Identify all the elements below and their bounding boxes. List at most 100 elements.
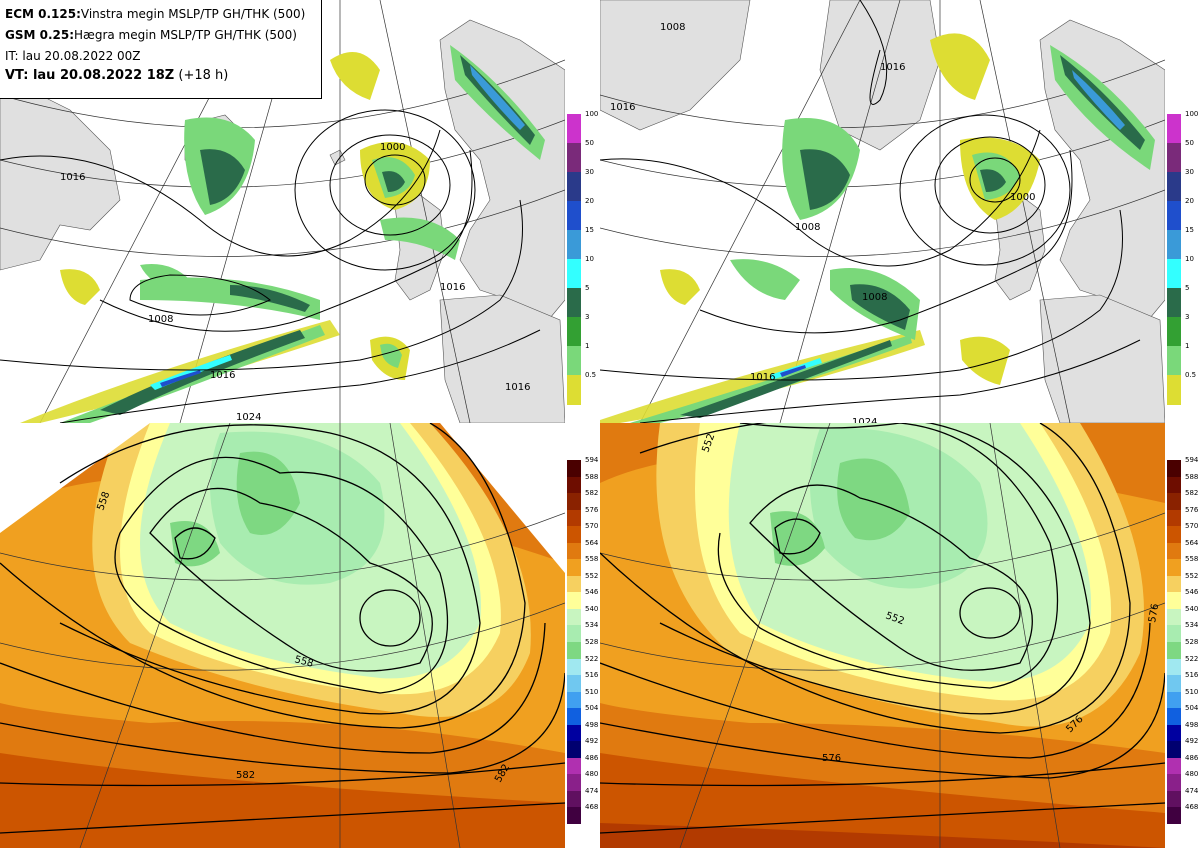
colorbar-segment	[1167, 114, 1181, 144]
colorbar-segment	[1167, 642, 1181, 660]
colorbar-label: 540	[1185, 604, 1199, 613]
colorbar-segment	[567, 288, 581, 318]
colorbar-label: 534	[585, 621, 599, 630]
land-canada	[600, 0, 751, 131]
colorbar-label: 1	[585, 342, 590, 350]
colorbar-label: 10	[585, 255, 594, 263]
colorbar-label: 0.5	[585, 371, 597, 379]
colorbar-label: 10	[1185, 255, 1194, 263]
initial-time: IT: lau 20.08.2022 00Z	[5, 48, 141, 63]
colorbar-label: 516	[585, 671, 599, 680]
gsm-thickness-map: 552 552 576 576 576	[600, 423, 1165, 848]
ecm-isobar-label: 1016	[60, 172, 85, 183]
gsm-mslp-map: 1008 1016 1016 1000 1008 1008 1016 1024	[600, 0, 1165, 423]
colorbar-segment	[567, 559, 581, 577]
colorbar-segment	[567, 230, 581, 260]
colorbar-segment	[567, 460, 581, 478]
colorbar-segment	[1167, 476, 1181, 494]
colorbar-segment	[567, 741, 581, 759]
gsm-isobar-label: 1000	[1010, 192, 1035, 203]
thickness-colorbar: 594 588 582 576 570 564 558 552 546 540 534 528 522 5…	[567, 457, 600, 825]
colorbar-label: 100	[585, 110, 599, 118]
colorbar-label: 504	[1185, 704, 1199, 713]
colorbar-label: 100	[1185, 110, 1199, 118]
colorbar-segment	[1167, 675, 1181, 693]
colorbar-segment	[567, 691, 581, 709]
gsm-isobar-label: 1008	[862, 292, 887, 303]
colorbar-segment	[567, 114, 581, 144]
colorbar-label: 5	[585, 284, 590, 292]
gsm-isobar-label: 1024	[852, 417, 877, 423]
colorbar-label: 480	[1185, 770, 1199, 779]
colorbar-label: 498	[1185, 720, 1199, 729]
colorbar-segment	[1167, 658, 1181, 676]
colorbar-label: 552	[585, 571, 599, 580]
colorbar-segment	[567, 708, 581, 726]
ecm-gh-label: 558	[293, 654, 314, 670]
ecm-label: ECM 0.125:	[5, 7, 81, 21]
colorbar-label: 3	[585, 313, 590, 321]
colorbar-label: 570	[585, 522, 599, 531]
colorbar-label: 576	[1185, 505, 1199, 514]
colorbar-segment	[567, 790, 581, 808]
colorbar-label: 588	[585, 472, 599, 481]
ecm-isobar-label: 1016	[505, 382, 530, 393]
colorbar-segment	[567, 201, 581, 231]
colorbar-label: 30	[585, 168, 594, 176]
colorbar-label: 0.5	[1185, 371, 1197, 379]
colorbar-label: 492	[1185, 737, 1199, 746]
colorbar-segment	[567, 757, 581, 775]
thickness-colorbar: 594 588 582 576 570 564 558 552 546 540 534 528 522 5…	[1167, 457, 1200, 825]
colorbar-segment	[567, 675, 581, 693]
colorbar-label: 510	[585, 687, 599, 696]
colorbar-segment	[1167, 608, 1181, 626]
ecm-isobar-label: 1016	[210, 370, 235, 381]
ecm-isobar-label: 1008	[148, 314, 173, 325]
colorbar-segment	[567, 592, 581, 610]
colorbar-segment	[1167, 741, 1181, 759]
gsm-isobar-label: 1016	[610, 102, 635, 113]
gsm-isobar-label: 1008	[660, 22, 685, 33]
gsm-isobar-label: 1016	[750, 372, 775, 383]
colorbar-label: 540	[585, 604, 599, 613]
colorbar-segment	[1167, 559, 1181, 577]
colorbar-label: 20	[585, 197, 594, 205]
colorbar-segment	[567, 476, 581, 494]
colorbar-segment	[567, 509, 581, 527]
colorbar-segment	[1167, 790, 1181, 808]
colorbar-segment	[567, 608, 581, 626]
colorbar-label: 570	[1185, 522, 1199, 531]
colorbar-label: 522	[585, 654, 599, 663]
colorbar-segment	[567, 143, 581, 173]
colorbar-segment	[1167, 807, 1181, 825]
colorbar-label: 564	[585, 538, 599, 547]
colorbar-segment	[1167, 774, 1181, 792]
colorbar-label: 552	[1185, 571, 1199, 580]
colorbar-segment	[567, 642, 581, 660]
colorbar-label: 522	[1185, 654, 1199, 663]
land-faroe	[329, 149, 346, 166]
colorbar-segment	[1167, 691, 1181, 709]
colorbar-segment	[1167, 172, 1181, 202]
colorbar-label: 504	[585, 704, 599, 713]
colorbar-segment	[1167, 592, 1181, 610]
colorbar-segment	[1167, 259, 1181, 289]
colorbar-label: 558	[585, 555, 599, 564]
precip-colorbar: 100 50 30 20 15 10 5 3 1 0.5	[567, 110, 600, 405]
colorbar-segment	[1167, 757, 1181, 775]
gsm-description: Hægra megin MSLP/TP GH/THK (500)	[74, 27, 297, 42]
colorbar-label: 30	[1185, 168, 1194, 176]
colorbar-segment	[567, 625, 581, 643]
colorbar-segment	[567, 542, 581, 560]
colorbar-segment	[567, 346, 581, 376]
colorbar-segment	[567, 317, 581, 347]
colorbar-label: 486	[1185, 753, 1199, 762]
gsm-gh-label: 576	[1147, 603, 1161, 624]
land-uk	[994, 194, 1046, 301]
colorbar-segment	[1167, 460, 1181, 478]
colorbar-label: 474	[1185, 786, 1199, 795]
colorbar-label: 546	[585, 588, 599, 597]
colorbar-segment	[1167, 542, 1181, 560]
colorbar-segment	[567, 493, 581, 511]
land-greenland	[819, 0, 941, 151]
